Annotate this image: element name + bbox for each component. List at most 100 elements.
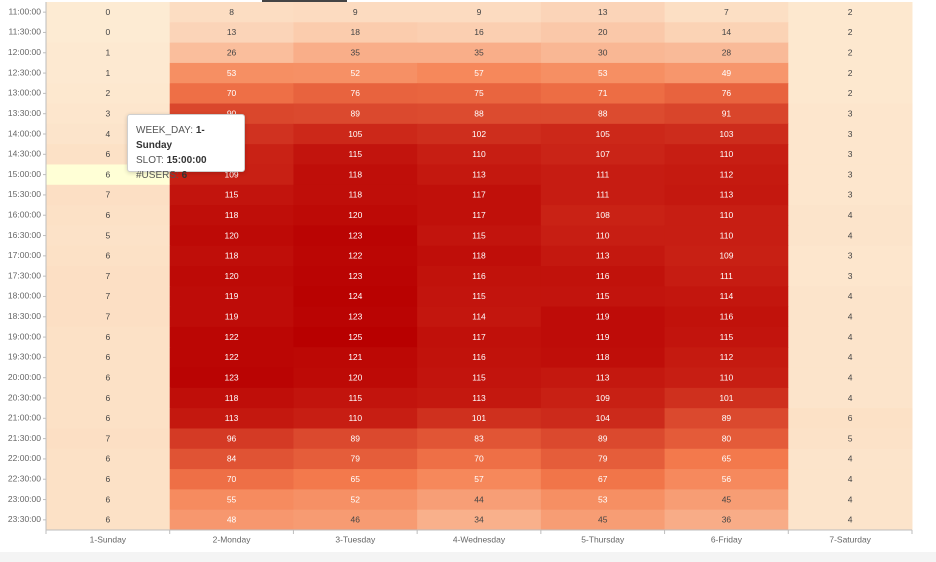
heatmap-cell-2-monday-15-30-00[interactable] <box>169 184 294 206</box>
heatmap-cell-6-friday-19-30-00[interactable] <box>664 347 789 369</box>
heatmap-cell-6-friday-11-00-00[interactable] <box>664 2 789 23</box>
heatmap-cell-6-friday-15-00-00[interactable] <box>664 164 789 186</box>
heatmap-cell-1-sunday-17-30-00[interactable] <box>46 266 171 287</box>
heatmap-cell-7-saturday-12-00-00[interactable] <box>788 42 913 64</box>
heatmap-cell-5-thursday-19-30-00[interactable] <box>540 347 666 369</box>
heatmap-cell-4-wednesday-23-00-00[interactable] <box>417 489 542 511</box>
heatmap-cell-6-friday-15-30-00[interactable] <box>664 184 789 206</box>
heatmap-cell-4-wednesday-21-30-00[interactable] <box>417 428 542 450</box>
heatmap-cell-7-saturday-12-30-00[interactable] <box>788 62 913 84</box>
heatmap-cell-1-sunday-21-30-00[interactable] <box>46 428 171 450</box>
heatmap-cell-4-wednesday-17-00-00[interactable] <box>417 245 542 267</box>
heatmap-cell-7-saturday-18-30-00[interactable] <box>788 306 913 328</box>
heatmap-cell-3-tuesday-19-30-00[interactable] <box>293 347 418 369</box>
heatmap-cell-7-saturday-11-00-00[interactable] <box>788 2 913 23</box>
heatmap-cell-2-monday-17-30-00[interactable] <box>169 266 294 287</box>
heatmap-cell-3-tuesday-12-00-00[interactable] <box>293 42 418 64</box>
heatmap-cell-3-tuesday-15-30-00[interactable] <box>293 184 418 206</box>
heatmap-cell-7-saturday-23-30-00[interactable] <box>788 509 913 531</box>
heatmap-cell-1-sunday-18-30-00[interactable] <box>46 306 171 328</box>
heatmap-cell-2-monday-18-00-00[interactable] <box>169 286 294 308</box>
heatmap-cell-6-friday-18-00-00[interactable] <box>664 286 789 308</box>
heatmap-cell-7-saturday-17-00-00[interactable] <box>788 245 913 267</box>
heatmap-cell-7-saturday-21-30-00[interactable] <box>788 428 913 450</box>
heatmap-cell-7-saturday-21-00-00[interactable] <box>788 408 913 429</box>
heatmap-cell-6-friday-22-30-00[interactable] <box>664 469 789 490</box>
heatmap-cell-2-monday-11-00-00[interactable] <box>169 2 294 23</box>
heatmap-cell-2-monday-12-30-00[interactable] <box>169 62 294 84</box>
heatmap-cell-2-monday-16-30-00[interactable] <box>169 225 294 247</box>
heatmap-cell-5-thursday-17-00-00[interactable] <box>540 245 666 267</box>
heatmap-cell-2-monday-20-00-00[interactable] <box>169 367 294 389</box>
heatmap-cell-3-tuesday-18-00-00[interactable] <box>293 286 418 308</box>
heatmap-cell-1-sunday-13-00-00[interactable] <box>46 83 171 105</box>
heatmap-cell-3-tuesday-17-00-00[interactable] <box>293 245 418 267</box>
heatmap-cell-7-saturday-18-00-00[interactable] <box>788 286 913 308</box>
heatmap-cell-3-tuesday-12-30-00[interactable] <box>293 62 418 84</box>
heatmap-cell-7-saturday-16-30-00[interactable] <box>788 225 913 247</box>
heatmap-cell-6-friday-20-30-00[interactable] <box>664 387 789 409</box>
heatmap-cell-3-tuesday-13-00-00[interactable] <box>293 83 418 105</box>
heatmap-cell-4-wednesday-22-30-00[interactable] <box>417 469 542 490</box>
heatmap-cell-2-monday-16-00-00[interactable] <box>169 205 294 226</box>
heatmap-cell-1-sunday-20-00-00[interactable] <box>46 367 171 389</box>
heatmap-cell-6-friday-17-00-00[interactable] <box>664 245 789 267</box>
heatmap-cell-1-sunday-12-30-00[interactable] <box>46 62 171 84</box>
heatmap-cell-6-friday-20-00-00[interactable] <box>664 367 789 389</box>
heatmap-cell-7-saturday-17-30-00[interactable] <box>788 266 913 287</box>
heatmap-cell-5-thursday-11-30-00[interactable] <box>540 22 666 44</box>
heatmap-cell-1-sunday-20-30-00[interactable] <box>46 387 171 409</box>
heatmap-cell-3-tuesday-21-00-00[interactable] <box>293 408 418 429</box>
heatmap-cell-2-monday-23-30-00[interactable] <box>169 509 294 531</box>
heatmap-cell-5-thursday-23-30-00[interactable] <box>540 509 666 531</box>
heatmap-cell-4-wednesday-11-30-00[interactable] <box>417 22 542 44</box>
heatmap-cell-1-sunday-22-00-00[interactable] <box>46 448 171 470</box>
heatmap-cell-4-wednesday-19-00-00[interactable] <box>417 326 542 348</box>
heatmap-cell-1-sunday-15-30-00[interactable] <box>46 184 171 206</box>
heatmap-cell-4-wednesday-16-30-00[interactable] <box>417 225 542 247</box>
heatmap-cell-5-thursday-18-00-00[interactable] <box>540 286 666 308</box>
heatmap-cell-4-wednesday-13-00-00[interactable] <box>417 83 542 105</box>
heatmap-cell-5-thursday-13-00-00[interactable] <box>540 83 666 105</box>
heatmap-cell-6-friday-13-00-00[interactable] <box>664 83 789 105</box>
heatmap-cell-7-saturday-13-30-00[interactable] <box>788 103 913 125</box>
heatmap-cell-1-sunday-19-00-00[interactable] <box>46 326 171 348</box>
heatmap-cell-7-saturday-14-30-00[interactable] <box>788 144 913 165</box>
heatmap-cell-5-thursday-22-00-00[interactable] <box>540 448 666 470</box>
heatmap-cell-5-thursday-15-00-00[interactable] <box>540 164 666 186</box>
heatmap-cell-2-monday-12-00-00[interactable] <box>169 42 294 64</box>
heatmap-cell-4-wednesday-20-30-00[interactable] <box>417 387 542 409</box>
heatmap-cell-6-friday-14-30-00[interactable] <box>664 144 789 165</box>
heatmap-cell-5-thursday-14-00-00[interactable] <box>540 123 666 145</box>
heatmap-cell-4-wednesday-18-30-00[interactable] <box>417 306 542 328</box>
heatmap-cell-7-saturday-20-30-00[interactable] <box>788 387 913 409</box>
heatmap-cell-3-tuesday-18-30-00[interactable] <box>293 306 418 328</box>
heatmap-cell-1-sunday-12-00-00[interactable] <box>46 42 171 64</box>
heatmap-cell-6-friday-18-30-00[interactable] <box>664 306 789 328</box>
heatmap-cell-5-thursday-18-30-00[interactable] <box>540 306 666 328</box>
heatmap-cell-1-sunday-19-30-00[interactable] <box>46 347 171 369</box>
heatmap-cell-1-sunday-11-00-00[interactable] <box>46 2 171 23</box>
heatmap-cell-3-tuesday-14-30-00[interactable] <box>293 144 418 165</box>
heatmap-cell-6-friday-12-00-00[interactable] <box>664 42 789 64</box>
heatmap-cell-4-wednesday-15-30-00[interactable] <box>417 184 542 206</box>
heatmap-cell-3-tuesday-22-30-00[interactable] <box>293 469 418 490</box>
heatmap-cell-3-tuesday-13-30-00[interactable] <box>293 103 418 125</box>
heatmap-cell-3-tuesday-23-30-00[interactable] <box>293 509 418 531</box>
heatmap-cell-3-tuesday-16-30-00[interactable] <box>293 225 418 247</box>
heatmap-cell-4-wednesday-15-00-00[interactable] <box>417 164 542 186</box>
heatmap-cell-7-saturday-15-30-00[interactable] <box>788 184 913 206</box>
heatmap-cell-5-thursday-23-00-00[interactable] <box>540 489 666 511</box>
heatmap-cell-5-thursday-14-30-00[interactable] <box>540 144 666 165</box>
heatmap-cell-2-monday-17-00-00[interactable] <box>169 245 294 267</box>
heatmap-cell-2-monday-18-30-00[interactable] <box>169 306 294 328</box>
heatmap-cell-5-thursday-11-00-00[interactable] <box>540 2 666 23</box>
heatmap-cell-4-wednesday-12-00-00[interactable] <box>417 42 542 64</box>
heatmap-cell-6-friday-19-00-00[interactable] <box>664 326 789 348</box>
heatmap-cell-4-wednesday-20-00-00[interactable] <box>417 367 542 389</box>
heatmap-cell-1-sunday-11-30-00[interactable] <box>46 22 171 44</box>
heatmap-cell-5-thursday-12-00-00[interactable] <box>540 42 666 64</box>
heatmap-cell-1-sunday-18-00-00[interactable] <box>46 286 171 308</box>
heatmap-cell-3-tuesday-20-30-00[interactable] <box>293 387 418 409</box>
heatmap-cell-2-monday-20-30-00[interactable] <box>169 387 294 409</box>
